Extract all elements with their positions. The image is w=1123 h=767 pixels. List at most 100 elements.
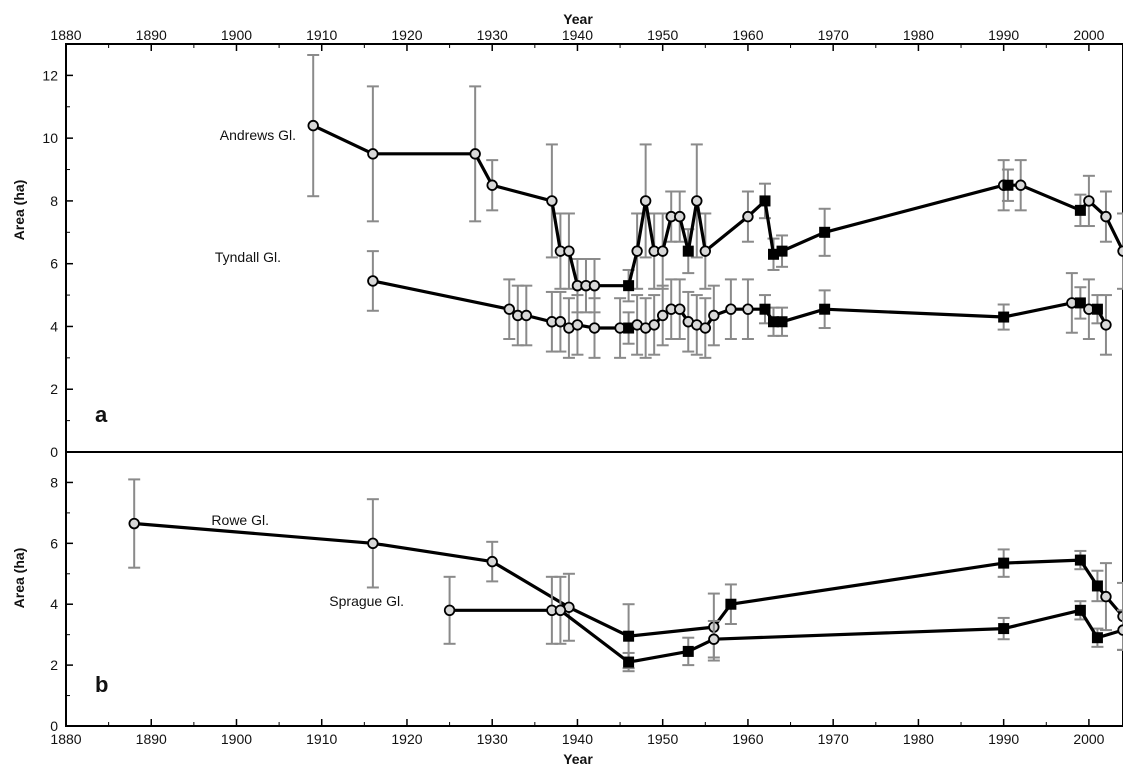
panel-a-series-1-point xyxy=(571,319,584,331)
panel-b-series-0-point xyxy=(1091,580,1103,592)
panel-a-series-1-point xyxy=(725,303,737,315)
panel-a-series-0-point xyxy=(563,245,575,257)
panel-a-series-0-point xyxy=(674,210,686,223)
panel-a-series-0-point xyxy=(768,248,780,260)
panel-b-y-tick-label: 6 xyxy=(50,535,58,551)
panel-a-series-1-point xyxy=(503,303,515,315)
panel-a-x-tick-label: 1950 xyxy=(647,27,678,43)
panel-b-series-0-point xyxy=(1100,590,1112,603)
panel-a-series-1-point xyxy=(1074,297,1086,309)
panel-a-series-1-point xyxy=(623,322,635,334)
panel-a-series-0-point xyxy=(307,119,319,132)
panel-a-series-0-point xyxy=(546,195,558,207)
panel-a-series-0-point xyxy=(367,148,379,160)
panel-b-series-0-label: Rowe Gl. xyxy=(211,512,269,528)
panel-a-series-0-point xyxy=(631,245,643,257)
panel-b-series-1-point xyxy=(623,656,635,668)
panel-b-letter: b xyxy=(95,672,108,697)
panel-a-series-1-point xyxy=(759,303,771,315)
panel-a-y-axis-title: Area (ha) xyxy=(11,180,27,241)
panel-a-series-1-point xyxy=(998,311,1010,323)
panel-a-series-1-point xyxy=(1100,319,1112,331)
panel-a-y-tick-label: 6 xyxy=(50,256,58,272)
panel-a-series-0-line xyxy=(312,124,1123,288)
panel-b-x-tick-label: 1900 xyxy=(221,731,252,747)
panel-a-series-0-point xyxy=(486,179,498,191)
panel-a-series-1-point xyxy=(520,309,533,322)
panel-b-x-tick-label: 1980 xyxy=(903,731,934,747)
panel-a-series-1-point xyxy=(554,316,567,328)
panel-a-series-1-point xyxy=(1091,303,1103,315)
panel-b-x-tick-label: 1960 xyxy=(732,731,763,747)
panel-a-x-tick-label: 1900 xyxy=(221,27,252,43)
panel-b-series-0-point xyxy=(998,557,1010,569)
bottom-x-axis-title: Year xyxy=(563,751,593,767)
panel-a-series-0-point xyxy=(1100,210,1112,223)
panel-a-series-1-point xyxy=(674,303,686,315)
panel-b-x-tick-label: 1930 xyxy=(477,731,508,747)
panel-a-series-0-point xyxy=(1015,179,1027,191)
panel-b-x-tick-label: 1950 xyxy=(647,731,678,747)
panel-b-series-0-point xyxy=(1074,554,1086,566)
panel-a-series-1-point xyxy=(656,309,669,322)
panel-b-series-0-point xyxy=(128,517,140,530)
panel-a-series-0-label: Andrews Gl. xyxy=(220,127,296,143)
panel-a-series-0-point xyxy=(742,210,754,223)
panel-b-series-0-point xyxy=(725,598,737,610)
panel-a-series-0-point xyxy=(588,279,601,292)
panel-b-series-1-point xyxy=(443,604,456,617)
panel-b-x-tick-label: 1990 xyxy=(988,731,1019,747)
top-x-axis-title: Year xyxy=(563,11,593,27)
plot-layer: 0 2 4 6 8 10 12 1880 1890 1900 1910 1920 1930 1940 195… xyxy=(42,27,1123,747)
panel-a-frame xyxy=(65,43,1123,453)
panel-b-x-tick-label: 1890 xyxy=(136,731,167,747)
panel-a-series-0-point xyxy=(1117,245,1123,257)
panel-a-series-0-point xyxy=(819,226,831,238)
panel-b-series-1-label: Sprague Gl. xyxy=(329,593,404,609)
panel-b-series-1-point xyxy=(1091,632,1103,644)
panel-b-series-1-point xyxy=(554,604,567,617)
panel-a-series-1-point xyxy=(768,316,780,328)
panel-b-series-1-point xyxy=(682,645,694,657)
panel-a-series-1-line xyxy=(372,279,1108,330)
panel-a-y-tick-label: 2 xyxy=(50,381,58,397)
panel-a-letter: a xyxy=(95,402,108,427)
panel-a-series-1-point xyxy=(648,319,660,331)
panel-a-series-0-point xyxy=(1083,195,1095,207)
panel-b-series-0-point xyxy=(367,537,379,550)
panel-a-series-0-point xyxy=(759,195,771,207)
panel-a-x-tick-label: 1910 xyxy=(306,27,337,43)
panel-b-frame xyxy=(65,451,1123,727)
panel-a-series-0-point xyxy=(776,245,788,257)
panel-a-y-tick-label: 4 xyxy=(50,318,58,334)
panel-a-x-tick-label: 1890 xyxy=(136,27,167,43)
panel-a-series-0-point xyxy=(691,195,703,207)
panel-b-x-tick-label: 1940 xyxy=(562,731,593,747)
panel-b-y-tick-label: 0 xyxy=(50,718,58,734)
panel-a-x-tick-label: 1970 xyxy=(818,27,849,43)
panel-b-series-1-line xyxy=(449,608,1123,664)
panel-a-series-0-point xyxy=(656,245,669,257)
panel-a-series-0-point xyxy=(1074,204,1086,216)
panel-a-series-0-point xyxy=(623,280,635,292)
panel-a-series-1-point xyxy=(819,303,831,315)
panel-b-y-axis-title: Area (ha) xyxy=(11,548,27,609)
panel-a-series-0-point xyxy=(699,245,712,257)
panel-b-x-tick-label: 1880 xyxy=(50,731,81,747)
panel-b-series-1-point xyxy=(1117,624,1123,636)
panel-a-y-tick-label: 12 xyxy=(42,67,58,83)
panel-a-x-tick-label: 2000 xyxy=(1073,27,1104,43)
panel-a-y-tick-label: 0 xyxy=(50,444,58,460)
panel-b-x-tick-label: 1970 xyxy=(818,731,849,747)
panel-a-y-tick-label: 10 xyxy=(42,130,58,146)
panel-b-y-tick-label: 8 xyxy=(50,474,58,490)
panel-a-series-1-point xyxy=(699,322,712,334)
panel-b-y-tick-label: 4 xyxy=(50,596,58,612)
panel-b-x-tick-label: 2000 xyxy=(1073,731,1104,747)
panel-a-y-tick-label: 8 xyxy=(50,193,58,209)
panel-b-series-0-point xyxy=(486,555,498,568)
panel-a-series-1-point xyxy=(742,303,754,315)
panel-a-series-1-label: Tyndall Gl. xyxy=(215,249,281,265)
panel-b-series-1-point xyxy=(708,633,720,645)
